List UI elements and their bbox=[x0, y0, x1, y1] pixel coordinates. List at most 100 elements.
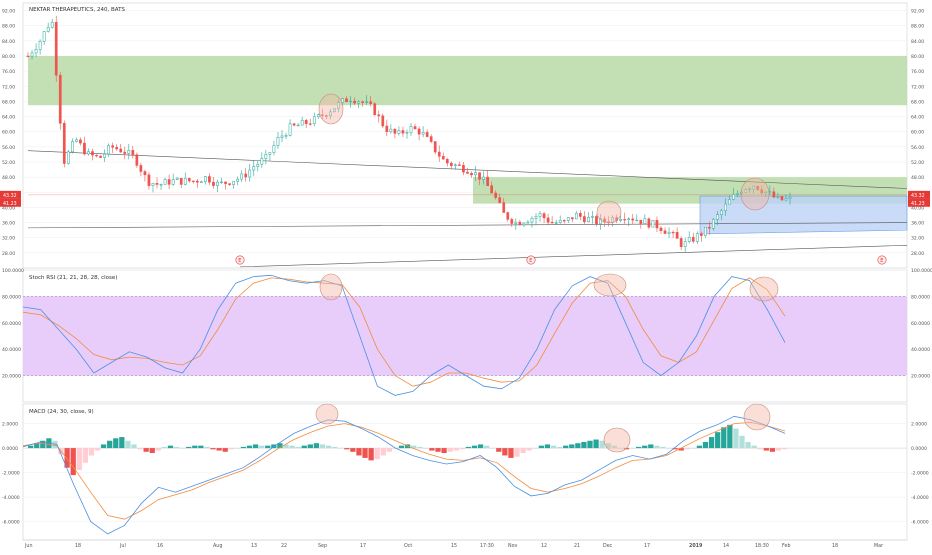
y-tick-right: 32.00 bbox=[911, 236, 924, 242]
macd-histogram-bar bbox=[362, 448, 368, 458]
macd-histogram-bar bbox=[289, 445, 295, 449]
macd-histogram-bar bbox=[131, 444, 137, 449]
y-tick-left: 76.00 bbox=[2, 69, 15, 75]
candle-body bbox=[284, 135, 288, 137]
candle-body bbox=[46, 27, 50, 32]
candle-body bbox=[691, 237, 695, 242]
candle-body bbox=[365, 101, 369, 103]
y-tick-right: 52.00 bbox=[911, 160, 924, 166]
candle-body bbox=[204, 176, 207, 183]
x-tick-label: 17 bbox=[644, 543, 650, 549]
stoch-rsi-title: Stoch RSI (21, 21, 28, 28, close) bbox=[29, 275, 117, 281]
candle-body bbox=[578, 213, 582, 217]
macd-histogram-bar bbox=[88, 448, 95, 456]
y-tick-left: 92.00 bbox=[2, 9, 15, 15]
macd-histogram-bar bbox=[550, 445, 557, 449]
macd-histogram-bar bbox=[277, 443, 283, 449]
macd-histogram-bar bbox=[605, 443, 611, 449]
macd-histogram-bar bbox=[611, 445, 617, 449]
macd-histogram-bar bbox=[575, 443, 581, 449]
candle-body bbox=[316, 114, 320, 117]
highlight-ellipse bbox=[318, 93, 344, 125]
y-tick-right: 40.00 bbox=[911, 205, 924, 211]
highlight-ellipse bbox=[740, 177, 770, 211]
candle-body bbox=[329, 111, 332, 117]
x-tick-label: 22 bbox=[281, 543, 287, 549]
candle-body bbox=[389, 128, 393, 133]
macd-histogram-bar bbox=[629, 448, 636, 449]
macd-histogram-bar bbox=[447, 448, 453, 452]
candle-body bbox=[736, 193, 739, 195]
candle-body bbox=[421, 132, 425, 135]
y-tick-left: 36.00 bbox=[2, 221, 15, 227]
candle-body bbox=[574, 213, 578, 220]
macd-histogram-bar bbox=[295, 446, 301, 449]
candle-body bbox=[494, 192, 498, 198]
macd-histogram-bar bbox=[587, 440, 593, 449]
candle-body bbox=[462, 165, 465, 173]
candle-body bbox=[498, 197, 502, 203]
candle-body bbox=[304, 119, 308, 124]
candle-body bbox=[482, 176, 485, 180]
candle-body bbox=[788, 197, 792, 199]
macd-title: MACD (24, 30, close, 9) bbox=[29, 409, 94, 415]
y-tick-left: 28.00 bbox=[2, 251, 15, 257]
candle-body bbox=[643, 218, 647, 224]
candle-body bbox=[708, 226, 711, 229]
candle-body bbox=[566, 217, 570, 221]
candle-body bbox=[34, 49, 38, 54]
macd-histogram-bar bbox=[252, 444, 259, 449]
y-tick-left: 40.0000 bbox=[2, 347, 21, 353]
candle-body bbox=[724, 203, 727, 212]
candle-body bbox=[425, 132, 429, 137]
candle-body bbox=[236, 178, 240, 182]
candle-body bbox=[361, 101, 364, 103]
macd-histogram-bar bbox=[496, 448, 502, 452]
x-tick-label: Mar bbox=[874, 543, 883, 549]
candle-body bbox=[478, 172, 481, 180]
macd-histogram-bar bbox=[411, 445, 417, 449]
macd-histogram-bar bbox=[678, 448, 684, 451]
macd-histogram-bar bbox=[94, 448, 101, 451]
candle-body bbox=[103, 153, 106, 158]
macd-histogram-bar bbox=[192, 445, 198, 449]
candle-body bbox=[675, 231, 679, 239]
candle-body bbox=[276, 137, 280, 146]
macd-histogram-bar bbox=[538, 445, 544, 449]
macd-histogram-bar bbox=[210, 448, 216, 450]
x-tick-label: 17 bbox=[360, 543, 366, 549]
candle-body bbox=[550, 221, 554, 224]
y-tick-left: 2.0000 bbox=[2, 422, 18, 428]
macd-histogram-bar bbox=[423, 448, 429, 449]
y-tick-left: 48.00 bbox=[2, 175, 15, 181]
y-tick-right: -6.0000 bbox=[911, 520, 929, 526]
candle-body bbox=[760, 189, 764, 194]
macd-histogram-bar bbox=[781, 448, 788, 450]
macd-histogram-bar bbox=[332, 446, 338, 449]
candle-body bbox=[695, 233, 699, 242]
y-tick-right: 100.0000 bbox=[911, 268, 932, 274]
y-tick-left: 64.00 bbox=[2, 115, 15, 121]
y-tick-left: 68.00 bbox=[2, 99, 15, 105]
x-tick-label: 17:30 bbox=[480, 543, 494, 549]
macd-histogram-bar bbox=[769, 448, 776, 452]
candle-body bbox=[558, 219, 562, 223]
macd-histogram-bar bbox=[544, 444, 551, 449]
x-tick-label: 18 bbox=[75, 543, 81, 549]
macd-histogram-bar bbox=[502, 448, 508, 456]
candle-body bbox=[107, 145, 110, 155]
macd-histogram-bar bbox=[733, 428, 739, 449]
macd-histogram-bar bbox=[477, 444, 484, 449]
candle-body bbox=[195, 180, 199, 183]
highlight-ellipse bbox=[593, 273, 627, 297]
candle-body bbox=[441, 156, 445, 160]
y-tick-left: 80.00 bbox=[2, 54, 15, 60]
candle-body bbox=[357, 101, 360, 104]
stoch-rsi-pane: 100.0000 100.0000 80.0000 80.0000 60.0000 60.… bbox=[2, 268, 932, 403]
y-tick-right: 40.0000 bbox=[911, 347, 930, 353]
highlight-ellipse bbox=[315, 403, 339, 425]
candle-body bbox=[429, 136, 433, 142]
candle-body bbox=[83, 142, 86, 155]
